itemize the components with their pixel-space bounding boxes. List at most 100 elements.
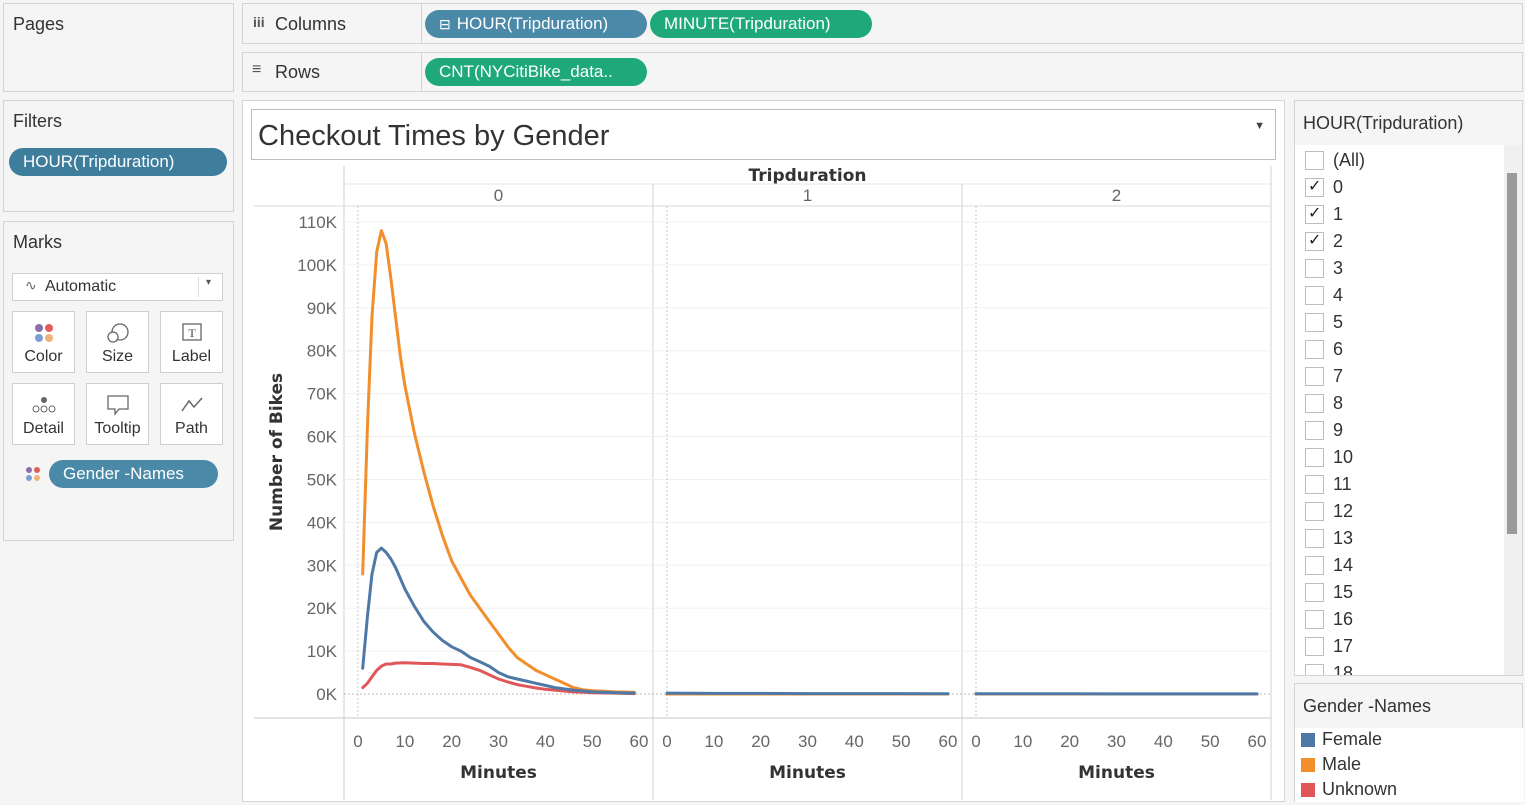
checkbox[interactable]	[1305, 502, 1324, 521]
checkbox[interactable]	[1305, 610, 1324, 629]
columns-pill-hour-label: HOUR(Tripduration)	[456, 14, 609, 33]
series-line-female	[361, 546, 636, 695]
panel-header: 1	[803, 186, 812, 205]
checkbox[interactable]	[1305, 176, 1324, 197]
detail-icon	[32, 397, 55, 413]
checkbox[interactable]	[1305, 664, 1324, 675]
filter-card-list[interactable]: (All)0123456789101112131415161718	[1295, 145, 1504, 675]
checkbox[interactable]	[1305, 286, 1324, 305]
x-axis-label: Minutes	[769, 763, 846, 783]
checkbox[interactable]	[1305, 475, 1324, 494]
tooltip-label: Tooltip	[94, 420, 141, 437]
size-icon	[106, 323, 129, 343]
title-dropdown-icon[interactable]: ▼	[1254, 120, 1265, 132]
rows-label: Rows	[275, 62, 321, 82]
checkbox[interactable]	[1305, 529, 1324, 548]
path-button[interactable]: Path	[160, 383, 223, 445]
filter-item-label: 16	[1333, 609, 1354, 629]
checkbox[interactable]	[1305, 340, 1324, 359]
legend-item-label: Unknown	[1322, 779, 1398, 799]
filter-item-label: 14	[1333, 555, 1354, 575]
facet-title: Tripduration	[749, 166, 867, 186]
checkbox[interactable]	[1305, 230, 1324, 251]
legend-title: Gender -Names	[1303, 696, 1432, 716]
x-tick-label: 40	[1154, 732, 1173, 751]
checkbox[interactable]	[1305, 637, 1324, 656]
y-tick-label: 60K	[307, 428, 338, 447]
gender-legend[interactable]: Gender -Names Female Male Unknown	[1294, 683, 1524, 802]
filter-card-title: HOUR(Tripduration)	[1303, 113, 1464, 133]
mark-type-dropdown[interactable]: ∿ Automatic ▾	[12, 273, 223, 301]
checkbox[interactable]	[1305, 421, 1324, 440]
filter-item-label: 9	[1333, 420, 1344, 440]
checkbox[interactable]	[1305, 367, 1324, 386]
filter-item-label: 17	[1333, 636, 1354, 656]
label-label: Label	[171, 348, 212, 365]
series-line-unknown	[361, 661, 636, 696]
scrollbar-thumb[interactable]	[1507, 173, 1517, 534]
pages-title: Pages	[13, 14, 65, 34]
x-tick-label: 0	[662, 732, 671, 751]
filter-item-label: 8	[1333, 393, 1344, 413]
checkbox[interactable]	[1305, 313, 1324, 332]
filter-pill-hour-label: HOUR(Tripduration)	[23, 152, 175, 171]
filter-item-label: 13	[1333, 528, 1354, 548]
checkbox[interactable]	[1305, 583, 1324, 602]
checkbox[interactable]	[1305, 151, 1324, 170]
detail-button[interactable]: Detail	[12, 383, 75, 445]
columns-pill-minute[interactable]: MINUTE(Tripduration)	[650, 10, 872, 38]
checkbox[interactable]	[1305, 394, 1324, 413]
filter-item-label: 15	[1333, 582, 1354, 602]
mark-type-label: Automatic	[45, 278, 117, 295]
x-tick-label: 60	[630, 732, 649, 751]
path-label: Path	[175, 420, 208, 437]
x-tick-label: 10	[704, 732, 723, 751]
filters-title: Filters	[13, 111, 62, 131]
scrollbar-track[interactable]	[1504, 145, 1522, 675]
collapse-icon[interactable]: ⊟	[439, 16, 451, 32]
y-tick-label: 0K	[316, 685, 337, 704]
checkbox[interactable]	[1305, 203, 1324, 224]
legend-swatch	[1301, 758, 1315, 772]
filter-item-label: 11	[1333, 474, 1352, 494]
checkbox[interactable]	[1305, 259, 1324, 278]
marks-panel[interactable]: Marks	[3, 221, 234, 541]
filter-item-label: 4	[1333, 285, 1344, 305]
marks-pill-gender[interactable]: Gender -Names	[49, 460, 218, 488]
checkbox[interactable]	[1305, 448, 1324, 467]
filter-item-label: (All)	[1333, 150, 1365, 170]
marks-title: Marks	[13, 232, 62, 252]
filter-item-label: 10	[1333, 447, 1354, 467]
chevron-down-icon[interactable]: ▾	[206, 277, 212, 288]
filter-item-label: 12	[1333, 501, 1354, 521]
y-tick-label: 80K	[307, 342, 338, 361]
hour-filter-card[interactable]: HOUR(Tripduration) (All)0123456789101112…	[1294, 100, 1523, 676]
label-button[interactable]: T Label	[160, 311, 223, 373]
y-tick-label: 10K	[307, 642, 338, 661]
x-tick-label: 10	[1013, 732, 1032, 751]
rows-pill-count[interactable]: CNT(NYCitiBike_data..	[425, 58, 647, 86]
x-tick-label: 50	[583, 732, 602, 751]
x-tick-label: 30	[489, 732, 508, 751]
rows-pill-count-label: CNT(NYCitiBike_data..	[439, 62, 613, 81]
checkbox[interactable]	[1305, 556, 1324, 575]
sheet-title-box[interactable]: Checkout Times by Gender ▼	[251, 109, 1276, 160]
tooltip-button[interactable]: Tooltip	[86, 383, 149, 445]
size-button[interactable]: Size	[86, 311, 149, 373]
x-tick-label: 0	[971, 732, 980, 751]
shelf-divider	[421, 4, 422, 43]
color-button[interactable]: Color	[12, 311, 75, 373]
y-tick-label: 20K	[307, 599, 338, 618]
x-tick-label: 30	[798, 732, 817, 751]
automatic-mark-icon: ∿	[25, 277, 37, 293]
columns-pill-hour[interactable]: ⊟ HOUR(Tripduration)	[425, 10, 647, 38]
color-label: Color	[24, 348, 63, 365]
x-tick-label: 30	[1107, 732, 1126, 751]
legend-items: Female Male Unknown	[1295, 728, 1524, 802]
tooltip-icon	[106, 395, 129, 416]
pages-panel[interactable]: Pages	[3, 3, 234, 92]
filter-pill-hour[interactable]: HOUR(Tripduration)	[9, 148, 227, 176]
view-area	[242, 100, 1285, 802]
legend-item-label: Male	[1322, 754, 1362, 774]
